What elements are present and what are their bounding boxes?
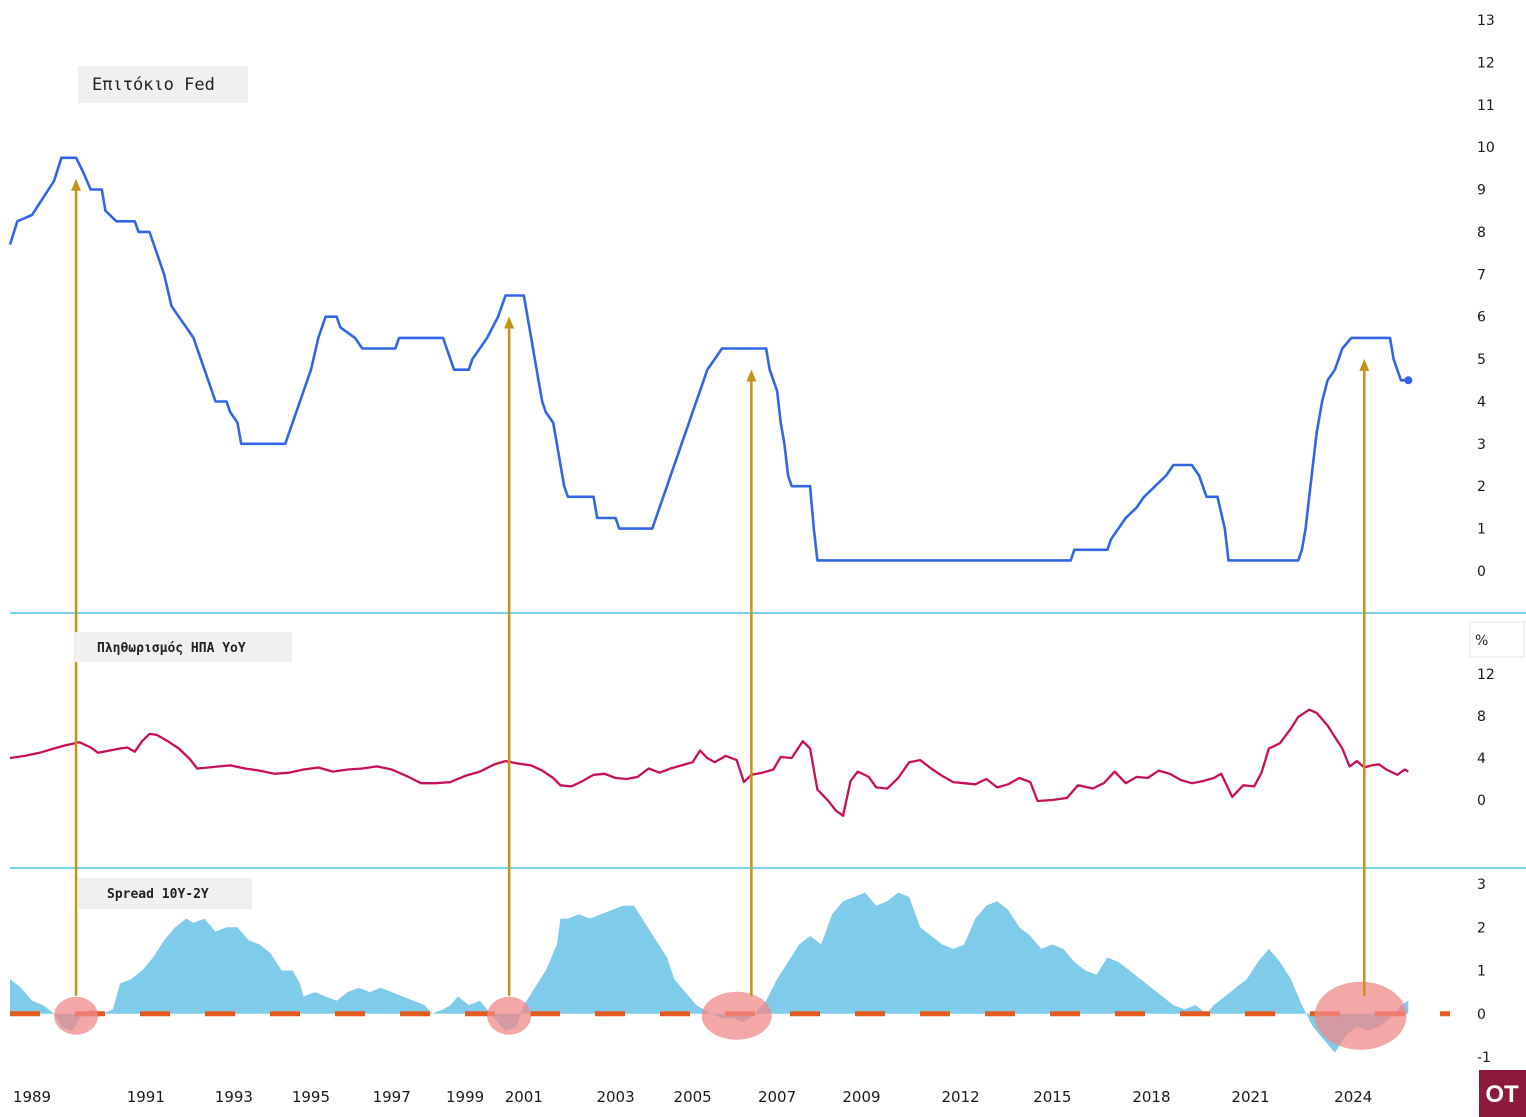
y-tick-label: 10 xyxy=(1477,140,1495,156)
y-tick-label: 0 xyxy=(1477,564,1486,580)
y-tick-label: 8 xyxy=(1477,225,1486,241)
background-layer xyxy=(10,612,1526,869)
x-tick-label: 2009 xyxy=(842,1088,880,1106)
y-tick-label: 11 xyxy=(1477,98,1495,114)
y-tick-label: 12 xyxy=(1477,667,1495,683)
y-tick-label: 3 xyxy=(1477,877,1486,893)
x-tick-label: 1995 xyxy=(292,1088,330,1106)
y-tick-label: 2 xyxy=(1477,920,1486,936)
percent-unit-badge xyxy=(1469,621,1525,658)
inversion-highlight-ellipse xyxy=(701,991,772,1040)
y-tick-label: 0 xyxy=(1477,1007,1486,1023)
y-tick-label: 12 xyxy=(1477,55,1495,71)
y-tick-label: 0 xyxy=(1477,793,1486,809)
y-tick-label: 9 xyxy=(1477,183,1486,199)
x-tick-label: 2021 xyxy=(1231,1088,1269,1106)
y-tick-label: 13 xyxy=(1477,13,1495,29)
inversion-highlight-ellipse xyxy=(54,996,99,1035)
inversion-highlight-ellipse xyxy=(1314,981,1407,1050)
y-tick-label: 1 xyxy=(1477,522,1486,538)
series-layer xyxy=(8,156,1450,1053)
ot-logo-text: OT xyxy=(1485,1081,1519,1108)
x-tick-label: 2001 xyxy=(505,1088,543,1106)
x-tick-label: 1993 xyxy=(215,1088,253,1106)
fed-rate-end-dot xyxy=(1404,376,1413,385)
y-tick-label: 2 xyxy=(1477,479,1486,495)
x-tick-label: 2003 xyxy=(596,1088,634,1106)
y-tick-label: 4 xyxy=(1477,394,1486,410)
fed-panel-label-box xyxy=(78,66,248,103)
y-tick-label: -1 xyxy=(1477,1050,1491,1066)
spread-panel-title: Spread 10Y-2Y xyxy=(107,887,209,902)
x-tick-label: 2005 xyxy=(674,1088,712,1106)
annotation-layer xyxy=(54,178,1407,1050)
peak-arrow-head xyxy=(504,316,515,329)
x-tick-label: 2015 xyxy=(1033,1088,1071,1106)
y-tick-label: 3 xyxy=(1477,437,1486,453)
x-tick-label: 2024 xyxy=(1334,1088,1372,1106)
peak-arrow-head xyxy=(746,369,757,382)
x-tick-label: 1999 xyxy=(446,1088,484,1106)
y-tick-label: 5 xyxy=(1477,352,1486,368)
x-tick-label: 2018 xyxy=(1132,1088,1170,1106)
y-tick-label: 6 xyxy=(1477,310,1486,326)
ot-logo-box xyxy=(1479,1070,1526,1117)
y-tick-label: 7 xyxy=(1477,267,1486,283)
cpi-yoy-line xyxy=(9,708,1409,817)
peak-arrow-head xyxy=(1359,358,1370,371)
x-tick-label: 1989 xyxy=(13,1088,51,1106)
x-tick-label: 1997 xyxy=(373,1088,411,1106)
x-tick-label: 2012 xyxy=(941,1088,979,1106)
x-tick-label: 1991 xyxy=(127,1088,165,1106)
cpi-panel-title: Πληθωρισμός ΗΠΑ YoY xyxy=(97,641,246,656)
y-tick-label: 1 xyxy=(1477,964,1486,980)
y-tick-label: 8 xyxy=(1477,709,1486,725)
y-tick-label: 4 xyxy=(1477,751,1486,767)
fed-panel-title: Επιτόκιο Fed xyxy=(92,75,215,95)
peak-arrow-head xyxy=(71,178,82,191)
cpi-panel-label-box xyxy=(75,632,292,662)
spread-panel-label-box xyxy=(78,878,252,909)
fed-rate-line xyxy=(8,156,1409,562)
percent-unit-label: % xyxy=(1475,633,1488,649)
x-tick-label: 2007 xyxy=(758,1088,796,1106)
inversion-highlight-ellipse xyxy=(487,996,532,1035)
